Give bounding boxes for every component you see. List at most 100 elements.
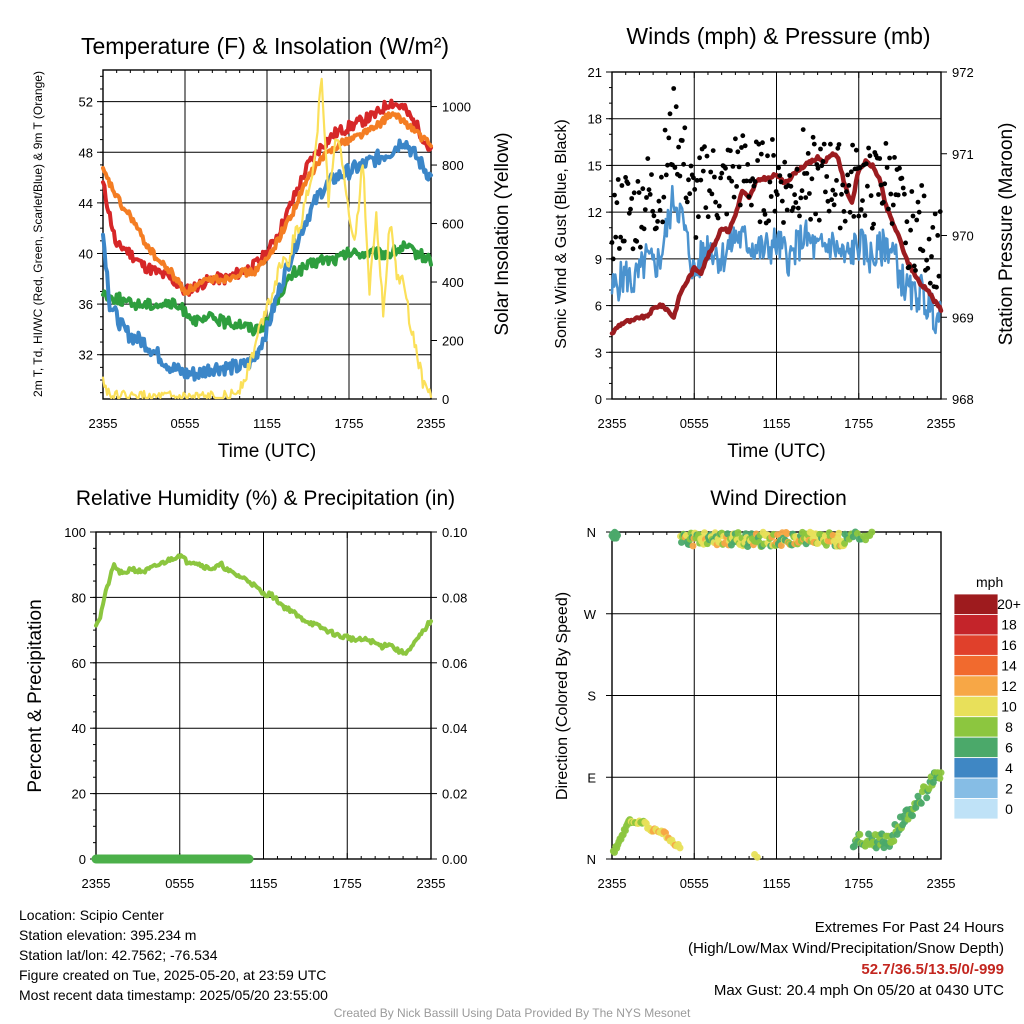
gust-point [853,147,859,153]
direction-point [676,844,684,852]
chart-title: Wind Direction [710,487,847,510]
gust-point [902,191,907,197]
gust-point [654,225,659,231]
gust-point [862,213,868,218]
gust-point [671,86,677,91]
gust-point [647,192,653,197]
y2-tick-label: 0.00 [442,852,467,867]
gust-point [779,198,785,204]
gust-point [924,257,929,263]
humidity-precip-panel: 2355 0555 1155 1755 2355 0 20 40 60 80 100 0.00 0.02… [25,487,467,891]
wind-speed-line [610,184,943,335]
direction-point [923,794,931,802]
gust-point [881,199,886,205]
x-tick-label: 2355 [417,416,446,431]
y-tick-label: 80 [72,590,86,605]
gust-point [871,221,876,227]
station-latlon: Station lat/lon: 42.7562; -76.534 [19,947,218,963]
gust-point [665,162,670,168]
gust-point [742,143,748,149]
gust-point [937,209,943,215]
max-gust: Max Gust: 20.4 mph On 05/20 at 0430 UTC [713,982,1004,999]
gust-point [735,149,741,155]
gust-point [660,219,665,225]
gust-point [820,159,826,164]
y-tick-label: W [584,607,597,622]
gust-point [766,218,772,224]
gust-point [688,163,694,169]
gust-point [884,165,890,170]
gust-point [634,238,640,244]
x-tick-label: 2355 [89,416,118,431]
direction-point [868,528,876,536]
y-tick-label: 100 [64,525,86,540]
gust-point [630,246,636,252]
station-location: Location: Scipio Center [19,907,164,923]
legend-swatch [953,777,999,799]
y2-tick-label: 600 [442,217,464,232]
gust-point [659,174,664,180]
gust-point [694,178,700,183]
gust-point [719,170,725,176]
gust-point [929,254,934,259]
direction-point [856,831,864,838]
direction-point [734,529,742,537]
gust-point [805,151,811,156]
gust-point [713,199,718,205]
gust-point [767,179,773,185]
gust-point [868,193,874,199]
x-tick-label: 1155 [763,876,791,891]
direction-point [689,542,697,550]
x-tick-label: 1755 [844,416,873,431]
gust-point [863,161,869,167]
legend-title: mph [976,574,1003,590]
extremes-title: Extremes For Past 24 Hours [814,919,1004,936]
gust-point [865,183,870,189]
gust-point [712,174,717,180]
gust-point [691,175,696,181]
gust-point [716,203,722,209]
gust-point [621,238,627,244]
direction-point [835,529,843,537]
gust-point [758,151,764,157]
legend-label: 8 [1005,719,1013,735]
gust-point [756,141,762,147]
gust-point [825,198,831,204]
gust-point [770,137,775,142]
gust-point [799,188,805,194]
x-tick-label: 2355 [417,876,446,891]
gust-point [682,125,688,131]
gust-point [724,211,730,217]
y2-tick-label: 0.08 [442,590,467,605]
x-tick-label: 1755 [844,876,873,891]
station-elevation: Station elevation: 395.234 m [19,927,197,943]
x-tick-label: 0555 [680,416,709,431]
gust-point [635,179,641,184]
gust-point [760,140,765,146]
extremes-description: (High/Low/Max Wind/Precipitation/Snow De… [688,940,1004,957]
gust-point [911,263,917,269]
gust-point [667,111,673,117]
direction-point [853,530,861,537]
legend-swatch [953,654,999,677]
chart-title: Winds (mph) & Pressure (mb) [626,23,930,49]
gust-point [909,189,915,194]
gust-point [765,153,770,159]
x-tick-label: 1755 [335,416,364,431]
y2-tick-label: 400 [442,275,464,290]
legend-label: 4 [1005,760,1013,776]
gust-point [702,144,707,150]
gust-point [813,211,818,217]
y2-tick-label: 800 [442,158,464,173]
pressure-line [609,151,944,336]
y2-tick-label: 0.04 [442,721,467,736]
gust-point [697,155,702,161]
x-tick-label: 2355 [598,416,627,431]
gust-point [642,207,648,213]
gust-point [889,221,895,227]
legend-label: 14 [1001,658,1017,674]
y-tick-label: 60 [72,656,86,671]
gust-point [700,168,706,174]
gust-point [860,198,865,204]
gust-point [807,191,812,196]
